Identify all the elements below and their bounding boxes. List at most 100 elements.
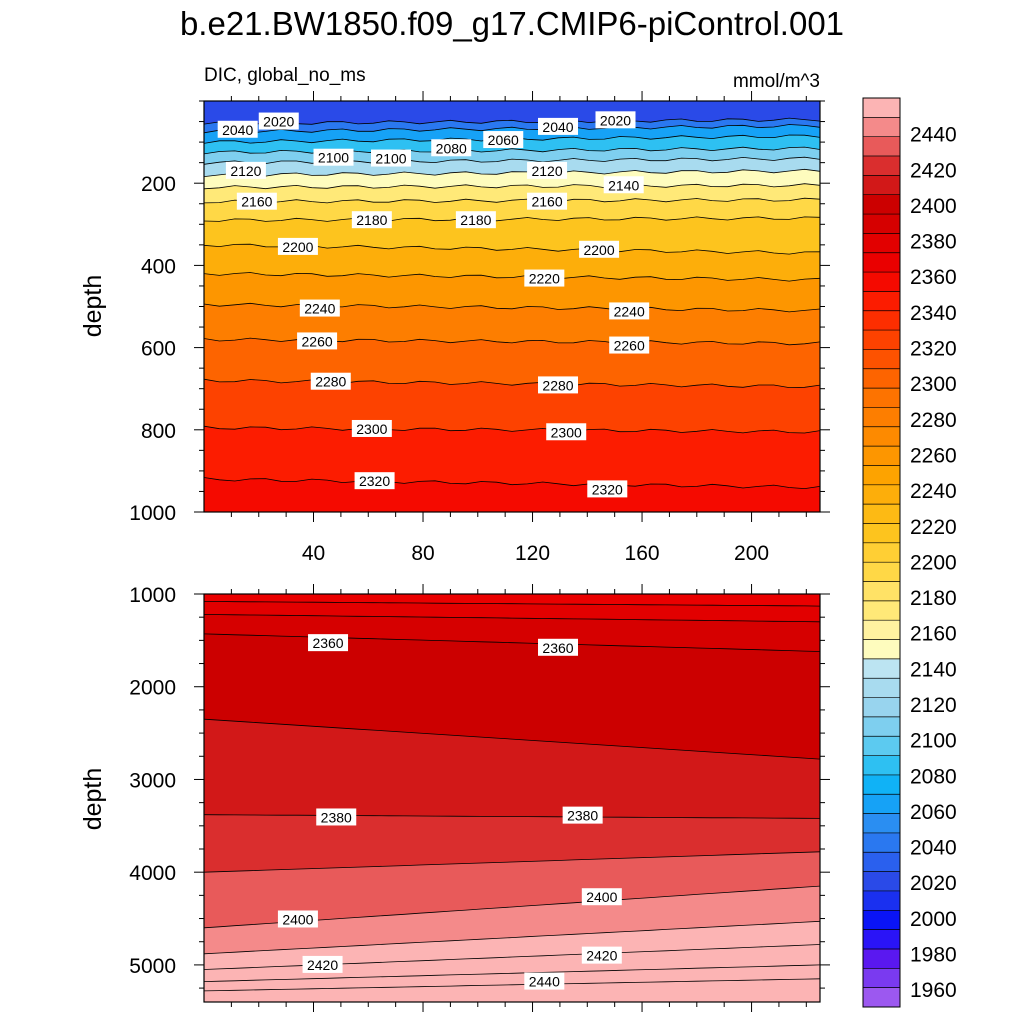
svg-text:2420: 2420 bbox=[586, 948, 617, 964]
colorbar-swatch bbox=[863, 871, 900, 892]
svg-text:2160: 2160 bbox=[531, 194, 562, 210]
svg-text:2240: 2240 bbox=[614, 303, 645, 319]
contour-label: 2160 bbox=[527, 192, 568, 210]
contour-label: 2320 bbox=[354, 472, 395, 490]
colorbar-label: 2380 bbox=[910, 231, 957, 254]
contour-label: 2120 bbox=[225, 161, 266, 179]
y-tick-label: 400 bbox=[141, 255, 176, 278]
colorbar-swatch bbox=[863, 929, 900, 950]
x-tick-label: 80 bbox=[411, 542, 434, 565]
colorbar-swatch bbox=[863, 504, 900, 524]
colorbar-label: 2020 bbox=[910, 872, 957, 895]
svg-text:2380: 2380 bbox=[567, 808, 598, 824]
colorbar-label: 2060 bbox=[910, 801, 957, 824]
colorbar-swatch bbox=[863, 98, 900, 118]
colorbar-swatch bbox=[863, 813, 900, 834]
contour-label: 2240 bbox=[299, 299, 340, 317]
contour-line-2280 bbox=[204, 378, 820, 389]
left-string: DIC, global_no_ms bbox=[204, 65, 366, 86]
contour-line-2300 bbox=[204, 425, 820, 434]
colorbar-swatch bbox=[863, 136, 900, 157]
contour-label: 2380 bbox=[562, 806, 603, 824]
colorbar-label: 2300 bbox=[910, 373, 957, 396]
units-label: mmol/m^3 bbox=[733, 71, 820, 92]
contour-label: 2100 bbox=[371, 149, 412, 167]
x-tick-label: 40 bbox=[302, 542, 325, 565]
contour-label: 2240 bbox=[609, 302, 650, 320]
contour-label: 2380 bbox=[316, 808, 357, 826]
colorbar-label: 2220 bbox=[910, 516, 957, 539]
colorbar-swatch bbox=[863, 736, 900, 756]
svg-text:2260: 2260 bbox=[614, 338, 645, 354]
colorbar-label: 2320 bbox=[910, 338, 957, 361]
colorbar-swatch bbox=[863, 523, 900, 544]
colorbar-label: 2040 bbox=[910, 837, 957, 860]
colorbar-swatch bbox=[863, 310, 900, 331]
contour-label: 2400 bbox=[581, 888, 622, 906]
y-tick-label: 2000 bbox=[129, 677, 176, 700]
colorbar-label: 2240 bbox=[910, 480, 957, 503]
contour-line-2380 bbox=[204, 814, 820, 819]
colorbar-swatch bbox=[863, 368, 900, 389]
colorbar-swatch bbox=[863, 330, 900, 350]
colorbar-label: 2200 bbox=[910, 551, 957, 574]
contour-label: 2100 bbox=[313, 148, 354, 166]
colorbar-swatch bbox=[863, 832, 900, 853]
svg-text:2020: 2020 bbox=[263, 114, 294, 130]
fill-band-2020 bbox=[204, 101, 820, 125]
y-tick-label: 800 bbox=[141, 420, 176, 443]
svg-text:2200: 2200 bbox=[282, 239, 313, 255]
colorbar-swatch bbox=[863, 794, 900, 814]
svg-text:2420: 2420 bbox=[307, 957, 338, 973]
y-tick-label: 4000 bbox=[129, 862, 176, 885]
colorbar-swatch bbox=[863, 426, 900, 447]
colorbar-label: 2260 bbox=[910, 444, 957, 467]
contour-label: 2420 bbox=[581, 946, 622, 964]
colorbar-label: 2160 bbox=[910, 623, 957, 646]
colorbar-swatch bbox=[863, 658, 900, 679]
colorbar-swatch bbox=[863, 465, 900, 486]
svg-text:2260: 2260 bbox=[302, 333, 333, 349]
svg-text:2140: 2140 bbox=[608, 177, 639, 193]
y-tick-label: 5000 bbox=[129, 955, 176, 978]
colorbar-label: 2120 bbox=[910, 694, 957, 717]
plot-frame bbox=[203, 593, 821, 1003]
colorbar-swatch bbox=[863, 948, 900, 969]
contour-label: 2280 bbox=[538, 376, 579, 394]
colorbar-swatch bbox=[863, 542, 900, 563]
colorbar-swatch bbox=[863, 484, 900, 505]
colorbar-swatch bbox=[863, 156, 900, 176]
contour-line-2180 bbox=[204, 216, 820, 222]
contour-label: 2280 bbox=[310, 372, 351, 390]
contour-line-2140 bbox=[204, 183, 820, 190]
contour-label: 2040 bbox=[538, 117, 579, 135]
contour-label: 2300 bbox=[351, 419, 392, 437]
contour-label: 2200 bbox=[277, 237, 318, 255]
contour-label: 2020 bbox=[258, 112, 299, 130]
contour-label: 2300 bbox=[546, 423, 587, 441]
svg-text:2400: 2400 bbox=[282, 911, 313, 927]
colorbar-swatch bbox=[863, 620, 900, 640]
colorbar-swatch bbox=[863, 407, 900, 428]
colorbar-label: 2000 bbox=[910, 908, 957, 931]
colorbar-swatch bbox=[863, 697, 900, 718]
colorbar-swatch bbox=[863, 774, 900, 795]
y-tick-label: 3000 bbox=[129, 769, 176, 792]
fill-band-2340 bbox=[204, 594, 820, 607]
contour-label: 2060 bbox=[483, 131, 524, 149]
lower-panel: 2360 2360 2380 2380 2400 2400 2420 2420 2440 1000… bbox=[129, 584, 830, 1012]
contour-line-2040 bbox=[204, 124, 820, 134]
contour-label: 2160 bbox=[236, 192, 277, 210]
svg-text:2160: 2160 bbox=[241, 194, 272, 210]
contour-line-2100 bbox=[204, 156, 820, 165]
contour-line-2430 bbox=[204, 964, 820, 982]
contour-line-2320 bbox=[204, 477, 820, 490]
x-tick-label: 120 bbox=[515, 542, 550, 565]
contour-label: 2140 bbox=[603, 176, 644, 194]
svg-text:2020: 2020 bbox=[600, 112, 631, 128]
svg-text:2300: 2300 bbox=[551, 424, 582, 440]
colorbar-swatch bbox=[863, 291, 900, 312]
contour-line-2220 bbox=[204, 272, 820, 282]
contour-line-2020 bbox=[204, 117, 820, 126]
